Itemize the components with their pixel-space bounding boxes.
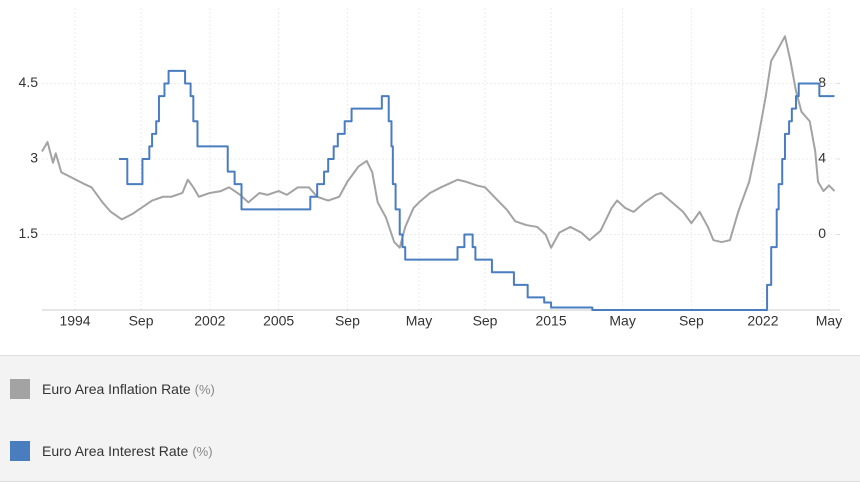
series-line xyxy=(41,35,836,249)
legend-unit: (%) xyxy=(192,443,213,459)
legend-swatch xyxy=(10,379,30,399)
legend-unit: (%) xyxy=(194,381,215,397)
x-tick-label: Sep xyxy=(473,313,498,329)
legend: Euro Area Inflation Rate (%) Euro Area Int… xyxy=(0,355,860,482)
x-tick-label: May xyxy=(816,313,842,329)
x-tick-label: 2015 xyxy=(535,313,566,329)
legend-item: Euro Area Inflation Rate (%) xyxy=(10,379,215,399)
series-line xyxy=(119,69,835,311)
x-tick-label: 2002 xyxy=(194,313,225,329)
x-tick-label: May xyxy=(406,313,432,329)
legend-label: Euro Area Inflation Rate xyxy=(42,381,191,397)
legend-swatch xyxy=(10,441,30,461)
y2-tick-label: 4 xyxy=(818,150,826,166)
y-tick-label: 1.5 xyxy=(19,225,39,241)
x-tick-label: Sep xyxy=(335,313,360,329)
x-tick-label: May xyxy=(609,313,635,329)
y2-tick-label: 0 xyxy=(818,225,826,241)
y-tick-label: 3 xyxy=(30,150,38,166)
x-tick-label: 2022 xyxy=(747,313,778,329)
x-tick-label: 2005 xyxy=(263,313,294,329)
y2-tick-label: 8 xyxy=(818,74,826,90)
x-tick-label: Sep xyxy=(129,313,154,329)
x-tick-label: 1994 xyxy=(59,313,90,329)
y-tick-label: 4.5 xyxy=(19,74,39,90)
chart: 1994 Sep 2002 2005 Sep May Sep 2015 May Sep 2022 Ma… xyxy=(19,8,842,329)
x-tick-label: Sep xyxy=(679,313,704,329)
legend-label: Euro Area Interest Rate xyxy=(42,443,189,459)
legend-item: Euro Area Interest Rate (%) xyxy=(10,441,213,461)
